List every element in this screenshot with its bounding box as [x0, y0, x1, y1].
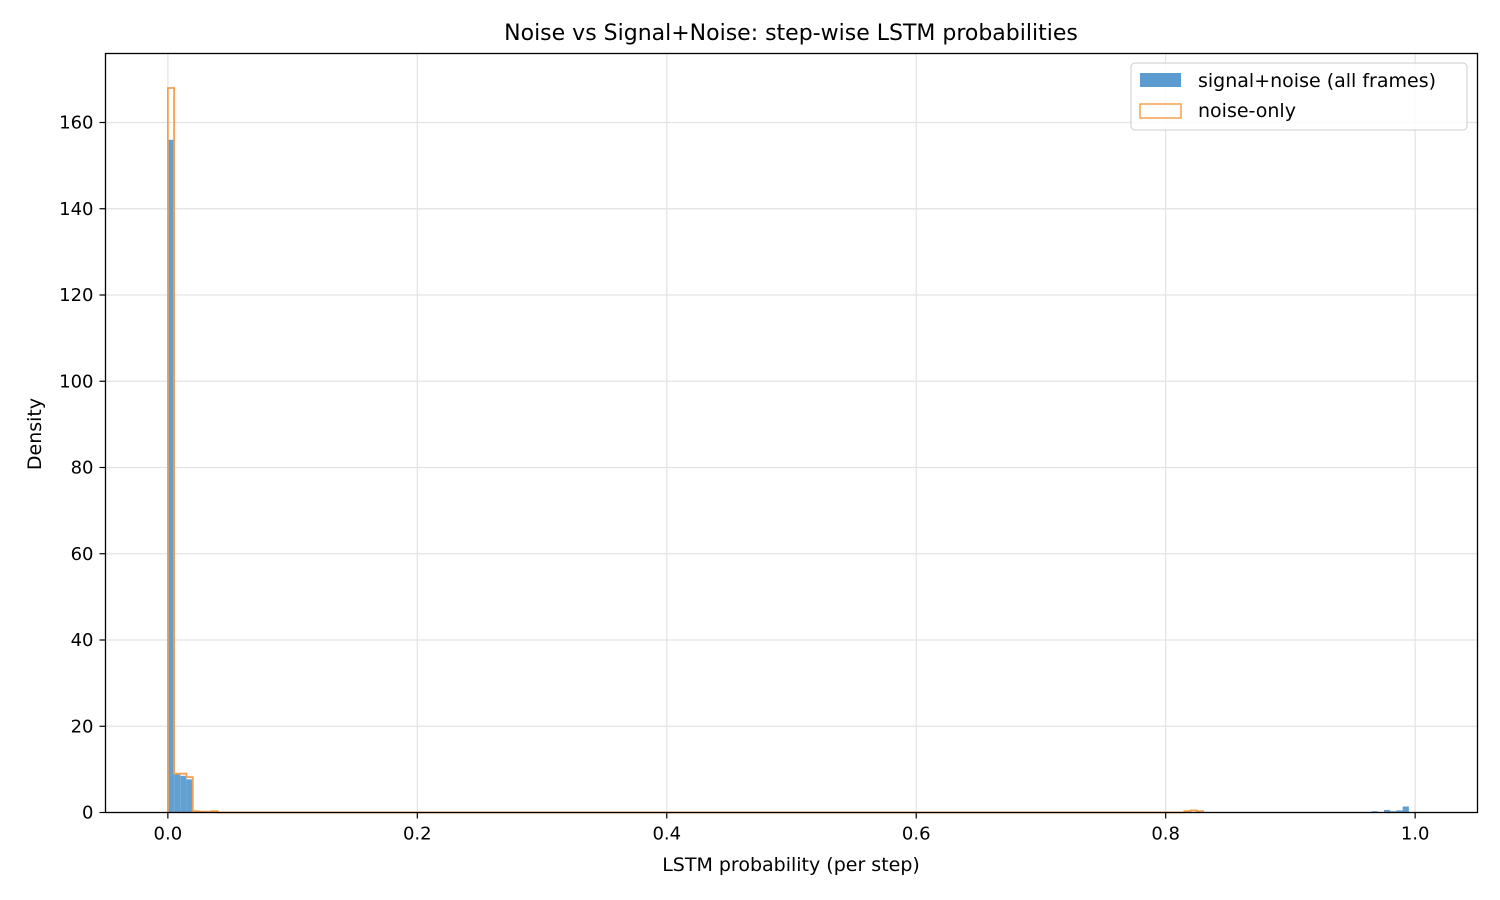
y-tick-label: 20 — [71, 716, 94, 737]
x-tick-label: 0.2 — [403, 824, 432, 845]
x-tick-label: 0.4 — [652, 824, 681, 845]
noise-only-step-line — [166, 87, 1204, 814]
histogram-bar — [1383, 809, 1391, 813]
legend-label-signal-noise: signal+noise (all frames) — [1198, 70, 1436, 92]
y-tick-label: 40 — [71, 630, 94, 651]
x-axis-label: LSTM probability (per step) — [662, 854, 920, 876]
grid — [105, 53, 1478, 814]
noise-only-step — [166, 87, 1204, 814]
y-tick-label: 120 — [59, 285, 93, 306]
histogram-bar — [167, 139, 175, 813]
y-tick-label: 0 — [82, 803, 93, 824]
histogram-bar — [180, 775, 187, 813]
x-tick-label: 0.0 — [154, 824, 183, 845]
histogram-bar — [1402, 806, 1409, 813]
legend-swatch-noise-only — [1139, 103, 1182, 119]
histogram-bar — [186, 779, 193, 813]
legend-swatch-signal-noise — [1140, 73, 1181, 87]
y-tick-label: 80 — [71, 458, 94, 479]
histogram-bar — [174, 773, 181, 813]
x-axis: 0.0 0.2 0.4 0.6 0.8 1.0 — [154, 812, 1430, 845]
x-tick-label: 0.6 — [902, 824, 931, 845]
y-tick-label: 60 — [71, 544, 94, 565]
x-tick-label: 1.0 — [1401, 824, 1430, 845]
legend-label-noise-only: noise-only — [1198, 100, 1296, 122]
y-tick-label: 100 — [59, 371, 93, 392]
y-axis-label: Density — [24, 398, 46, 470]
y-tick-label: 160 — [59, 113, 93, 134]
y-axis: 0 20 40 60 80 100 120 140 160 — [59, 113, 106, 824]
chart-title: Noise vs Signal+Noise: step-wise LSTM pr… — [504, 21, 1078, 46]
legend-box — [1130, 62, 1468, 131]
x-tick-label: 0.8 — [1151, 824, 1180, 845]
plot-frame — [104, 52, 1479, 814]
y-tick-label: 140 — [59, 199, 93, 220]
histogram-bar — [1396, 810, 1403, 813]
legend: signal+noise (all frames) noise-only — [1130, 62, 1468, 131]
